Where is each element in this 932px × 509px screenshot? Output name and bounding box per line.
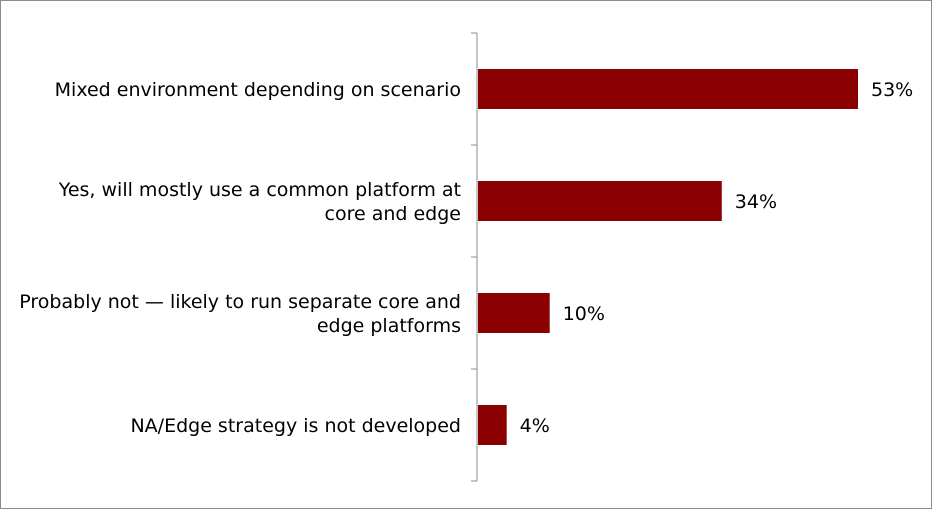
data-label-2: 34%	[735, 191, 777, 213]
data-label-4: 4%	[520, 415, 550, 437]
bar-2	[478, 181, 722, 221]
data-label-3: 10%	[563, 303, 605, 325]
bar-1	[478, 69, 858, 109]
category-label-2: Yes, will mostly use a common platform a…	[58, 179, 461, 225]
category-label-4: NA/Edge strategy is not developed	[130, 415, 461, 437]
category-label-line: Yes, will mostly use a common platform a…	[58, 179, 461, 201]
bar-4	[478, 405, 507, 445]
category-label-line: edge platforms	[317, 315, 461, 337]
category-label-3: Probably not — likely to run separate co…	[19, 291, 461, 337]
category-label-line: Mixed environment depending on scenario	[55, 79, 461, 101]
category-label-line: Probably not — likely to run separate co…	[19, 291, 461, 313]
category-label-line: core and edge	[325, 203, 461, 225]
bar-3	[478, 293, 550, 333]
category-label-line: NA/Edge strategy is not developed	[130, 415, 461, 437]
category-label-1: Mixed environment depending on scenario	[55, 79, 461, 101]
data-label-1: 53%	[871, 79, 913, 101]
